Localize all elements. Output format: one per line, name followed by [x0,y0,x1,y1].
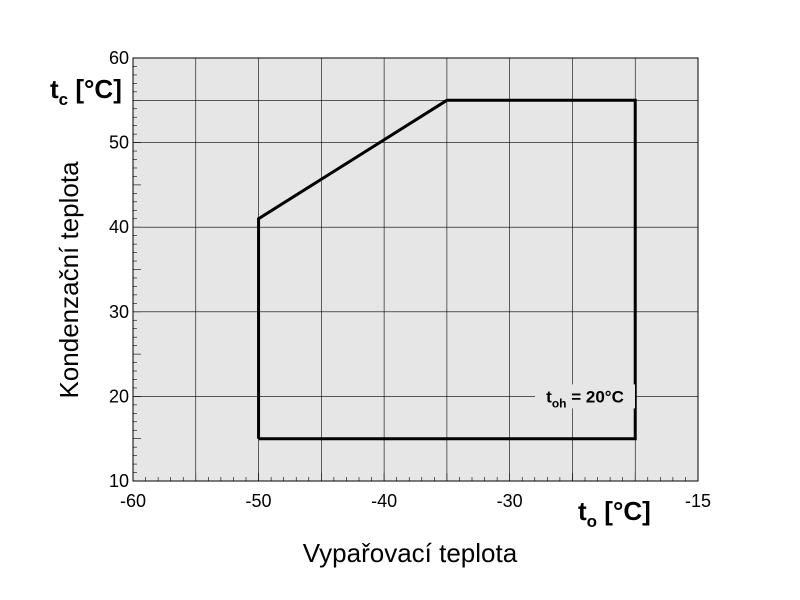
y-tick-label: 30 [109,302,129,322]
annotation-background [535,384,635,409]
y-tick-labels: 10 20 30 40 50 60 [109,48,129,491]
x-tick-label: -50 [246,491,272,511]
y-tick-label: 50 [109,133,129,153]
annotation-label: toh = 20°C [546,387,624,410]
x-tick-label: -40 [371,491,397,511]
x-unit-label: to [°C] [578,496,651,531]
y-axis-title: Kondenzační teplota [54,161,84,399]
y-tick-label: 40 [109,217,129,237]
x-tick-labels: -60 -50 -40 -30 -15 [120,491,711,511]
x-axis-title: Vypařovací teplota [303,538,518,568]
x-tick-label: -15 [685,491,711,511]
y-tick-label: 10 [109,471,129,491]
y-tick-label: 20 [109,386,129,406]
x-tick-label: -60 [120,491,146,511]
plot-area [133,58,698,481]
envelope-line [257,98,637,441]
plot-border [132,57,699,482]
x-tick-label: -30 [497,491,523,511]
y-tick-label: 60 [109,48,129,68]
y-unit-label: tc [°C] [50,74,122,109]
